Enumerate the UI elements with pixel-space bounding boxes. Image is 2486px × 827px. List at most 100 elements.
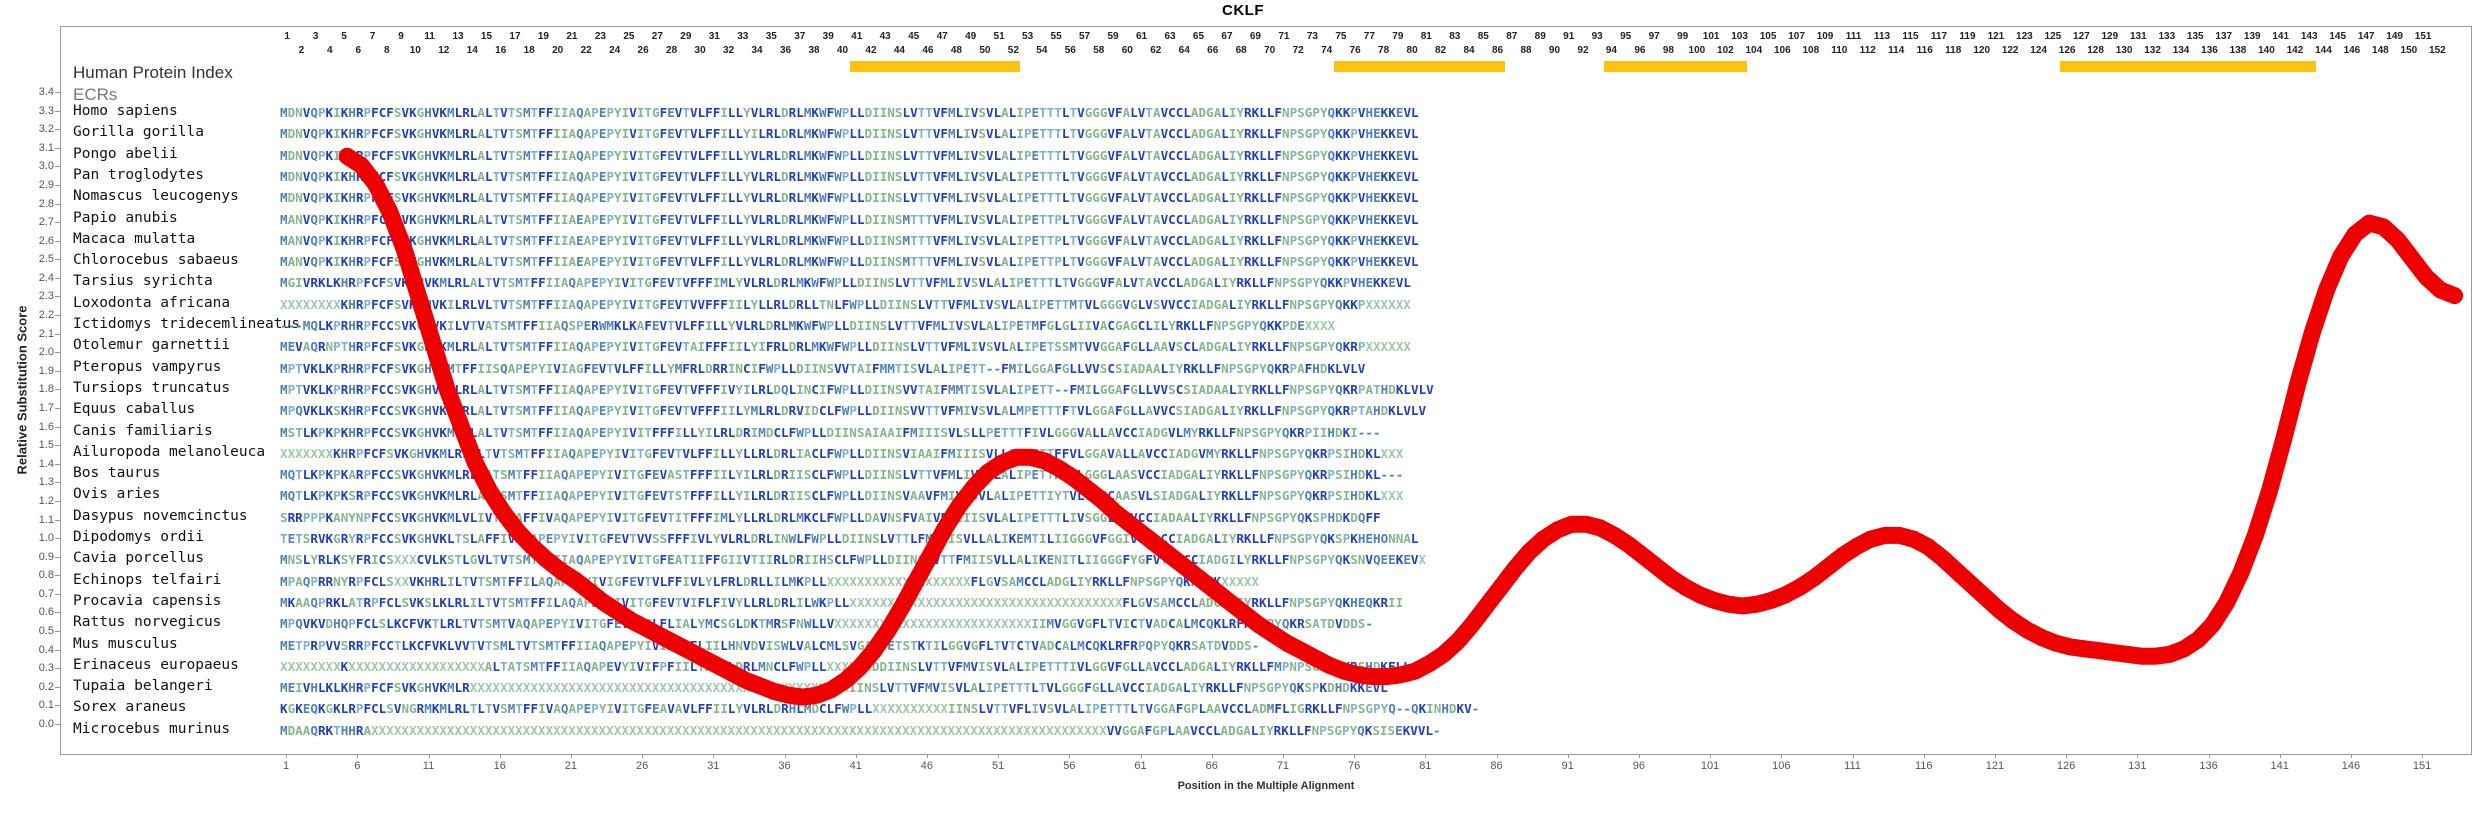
top-ruler-number: 30: [694, 45, 706, 56]
top-ruler-number: 98: [1662, 45, 1674, 56]
y-axis: Relative Substitution Score 3.4 3.3 3.2 3.1…: [0, 26, 60, 754]
top-ruler-number: 87: [1506, 31, 1518, 42]
top-ruler-number: 137: [2215, 31, 2233, 42]
top-ruler-number: 126: [2058, 45, 2076, 56]
top-ruler-number: 37: [794, 31, 806, 42]
y-axis-tick-mark: [55, 184, 60, 186]
y-axis-tick: 0.0: [38, 718, 54, 730]
alignment-sequence-row: MNSLYRLKSYFRICSXXXCVLKSTLGVLTVTSMTFFIIAQ…: [280, 552, 1427, 568]
top-ruler-number: 65: [1192, 31, 1205, 42]
top-ruler-number: 27: [651, 31, 663, 42]
top-ruler-number: 64: [1178, 45, 1190, 56]
species-label: Bos taurus: [73, 465, 161, 482]
y-axis-tick: 2.8: [38, 197, 54, 210]
top-ruler-number: 8: [384, 45, 390, 56]
species-label: Microcebus murinus: [73, 720, 231, 737]
x-axis-tick: 56: [1063, 760, 1076, 772]
alignment-plot-area: 1 3 5 7 9 11 13 15 17 19 21 23 25 27 29 31 33 35 37 39 41 43 4…: [60, 26, 2472, 754]
species-label: Loxodonta africana: [73, 294, 231, 311]
top-ruler-number: 113: [1873, 31, 1891, 42]
x-axis-tick-mark: [1567, 754, 1569, 758]
y-axis-tick-mark: [55, 147, 60, 149]
top-ruler-number: 120: [1973, 45, 1991, 56]
top-ruler-number: 71: [1278, 31, 1290, 42]
top-ruler-number: 48: [950, 45, 962, 56]
top-ruler-number: 57: [1078, 31, 1091, 42]
y-axis-label: Relative Substitution Score: [14, 305, 30, 475]
y-axis-tick-mark: [55, 129, 60, 131]
x-axis-tick-mark: [1923, 754, 1925, 758]
top-ruler-number: 140: [2258, 45, 2275, 56]
top-ruler-number: 70: [1264, 45, 1276, 56]
y-axis-tick: 2.1: [38, 327, 54, 340]
top-ruler-number: 127: [2073, 31, 2090, 42]
alignment-sequence-row: TETSRVKGRYRPFCCSVKGHVKLTSLAFFIVAQAPEPYIV…: [280, 531, 1419, 546]
top-ruler-number: 143: [2300, 31, 2318, 42]
top-ruler-number: 124: [2030, 45, 2047, 56]
x-axis-tick: 61: [1134, 760, 1147, 772]
x-axis-line: [60, 754, 2472, 755]
top-ruler-number: 136: [2201, 45, 2218, 56]
x-axis-tick: 26: [635, 760, 649, 772]
x-axis-tick-mark: [1710, 754, 1712, 758]
species-label: Gorilla gorilla: [73, 124, 204, 141]
species-label: Macaca mulatta: [73, 230, 196, 247]
top-ruler-number: 19: [537, 31, 549, 42]
top-ruler-number: 22: [580, 45, 592, 56]
top-ruler-number: 133: [2158, 31, 2176, 42]
top-ruler-number: 4: [327, 45, 333, 56]
species-label: Chlorocebus sabaeus: [73, 252, 239, 269]
species-label: Pteropus vampyrus: [73, 358, 222, 375]
y-axis-tick-mark: [55, 631, 60, 633]
x-axis-tick: 21: [564, 760, 578, 772]
y-axis-tick-mark: [55, 538, 60, 540]
y-axis-tick-mark: [55, 519, 60, 521]
x-axis-tick-mark: [357, 754, 359, 758]
y-axis-tick-mark: [55, 333, 60, 335]
species-label: Sorex araneus: [73, 699, 187, 716]
x-axis-tick-mark: [1425, 754, 1427, 758]
top-ruler-number: 138: [2229, 45, 2247, 56]
alignment-sequence-row: MDNVQPKIKHRPFCFSVKGHVKMLRLALTVTSMTFFIIAQ…: [280, 105, 1419, 120]
top-ruler-number: 89: [1534, 31, 1546, 42]
top-ruler-number: 146: [2343, 45, 2361, 56]
species-label: Tarsius syrichta: [73, 273, 213, 290]
y-axis-tick: 2.0: [38, 346, 54, 359]
y-axis-tick: 1.6: [38, 420, 54, 433]
alignment-sequence-row: KGKEQKGKLRPFCLSVNGRMKMLRLTLTVSMTFFIVAQAP…: [280, 701, 1480, 717]
top-ruler-number: 99: [1677, 31, 1689, 42]
y-axis-tick: 2.7: [38, 216, 54, 229]
ecr-bar: [1333, 61, 1505, 72]
top-ruler-number: 102: [1717, 45, 1734, 56]
alignment-sequence-row: MDNVQPKIKHRPFCFSVKGHVKMLRLALTVTSMTFFIIAQ…: [280, 168, 1419, 184]
top-ruler-number: 81: [1420, 31, 1432, 42]
top-ruler-number: 142: [2286, 45, 2304, 56]
top-ruler-number: 130: [2115, 45, 2133, 56]
y-axis-tick: 2.3: [38, 290, 54, 303]
top-ruler-number: 77: [1363, 31, 1375, 42]
x-axis-tick: 91: [1561, 760, 1574, 772]
ecr-bar: [849, 61, 1021, 72]
top-ruler-number: 1: [284, 31, 290, 42]
x-axis-tick: 151: [2412, 760, 2432, 772]
x-axis-tick-mark: [784, 754, 786, 758]
species-label: Echinops telfairi: [73, 571, 222, 588]
top-ruler-number: 54: [1036, 45, 1048, 56]
x-axis-tick-mark: [1140, 754, 1142, 758]
x-axis-tick: 46: [920, 760, 934, 772]
top-ruler-number: 121: [1987, 31, 2005, 42]
x-axis-tick: 131: [2128, 760, 2147, 772]
alignment-sequence-row: MEVAQRNPTHRPFCFSVKGHVKMLRLALTVTSMTFFIIAQ…: [280, 339, 1411, 355]
top-ruler-number: 10: [409, 45, 421, 56]
top-ruler-number: 135: [2186, 31, 2204, 42]
top-ruler-number: 79: [1392, 31, 1404, 42]
top-ruler-number: 6: [355, 45, 362, 56]
top-ruler-number: 115: [1902, 31, 1919, 42]
top-ruler-number: 149: [2386, 31, 2403, 42]
x-axis-tick: 121: [1985, 760, 2005, 772]
top-ruler-number: 90: [1548, 45, 1561, 56]
alignment-sequence-row: MDNVQPKIKHRPFCFSVKGHVKMLRLALTVTSMTFFIIAQ…: [280, 190, 1419, 206]
top-ruler-number: 128: [2087, 45, 2104, 56]
top-ruler-number: 111: [1845, 31, 1862, 42]
alignment-sequence-row: MDNVQPKIKHRPFCFSVKGHVKMLRLALTVTSMTFFIIAQ…: [280, 147, 1419, 163]
